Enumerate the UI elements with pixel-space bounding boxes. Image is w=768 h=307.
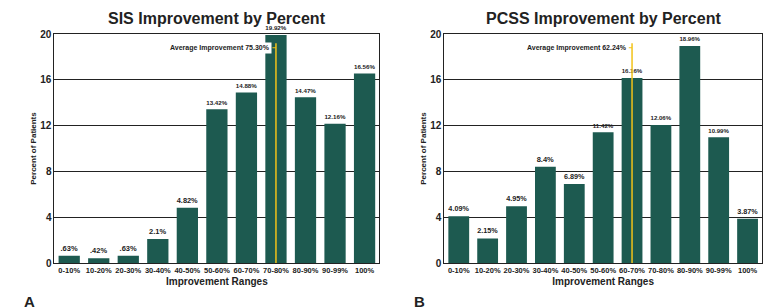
svg-text:20-30%: 20-30% — [115, 266, 141, 275]
svg-text:90-99%: 90-99% — [706, 266, 732, 275]
svg-text:Improvement Ranges: Improvement Ranges — [552, 276, 654, 287]
svg-text:.42%: .42% — [90, 246, 107, 255]
svg-text:16.16%: 16.16% — [622, 68, 643, 74]
svg-text:12.16%: 12.16% — [324, 113, 345, 120]
svg-text:20: 20 — [40, 29, 52, 40]
svg-text:100%: 100% — [738, 266, 758, 275]
svg-text:10-20%: 10-20% — [475, 266, 501, 275]
svg-text:16: 16 — [40, 74, 52, 85]
svg-text:4.09%: 4.09% — [448, 204, 469, 213]
svg-text:8: 8 — [46, 166, 52, 177]
svg-text:SIS Improvement by Percent: SIS Improvement by Percent — [108, 10, 326, 27]
svg-text:2.1%: 2.1% — [149, 227, 166, 236]
svg-text:16.56%: 16.56% — [354, 63, 375, 70]
svg-text:16: 16 — [430, 74, 442, 85]
svg-text:20: 20 — [430, 29, 442, 40]
svg-text:4.95%: 4.95% — [506, 194, 527, 203]
svg-text:50-60%: 50-60% — [204, 266, 230, 275]
svg-text:0: 0 — [436, 258, 442, 269]
svg-text:0-10%: 0-10% — [58, 266, 80, 275]
svg-text:60-70%: 60-70% — [619, 266, 645, 275]
svg-text:14.88%: 14.88% — [236, 82, 257, 89]
svg-text:4: 4 — [436, 212, 442, 223]
svg-text:Improvement Ranges: Improvement Ranges — [166, 276, 268, 287]
svg-text:70-80%: 70-80% — [263, 266, 289, 275]
svg-text:100%: 100% — [355, 266, 375, 275]
svg-text:12.06%: 12.06% — [651, 115, 672, 121]
svg-text:60-70%: 60-70% — [234, 266, 260, 275]
svg-text:10-20%: 10-20% — [86, 266, 112, 275]
svg-text:12: 12 — [40, 120, 52, 131]
svg-text:12: 12 — [430, 120, 442, 131]
svg-text:.63%: .63% — [60, 244, 77, 253]
svg-text:80-90%: 80-90% — [677, 266, 703, 275]
svg-text:4.82%: 4.82% — [177, 196, 198, 205]
svg-text:Percent of Patients: Percent of Patients — [29, 112, 38, 185]
svg-text:18.96%: 18.96% — [679, 36, 700, 42]
svg-text:.63%: .63% — [120, 244, 137, 253]
svg-text:30-40%: 30-40% — [145, 266, 171, 275]
svg-text:10.99%: 10.99% — [708, 128, 729, 134]
svg-text:3.87%: 3.87% — [737, 207, 758, 216]
svg-text:B: B — [414, 293, 425, 307]
svg-text:0-10%: 0-10% — [448, 266, 470, 275]
svg-text:Average Improvement 62.24%: Average Improvement 62.24% — [527, 44, 627, 52]
svg-text:A: A — [24, 293, 35, 307]
svg-text:70-80%: 70-80% — [648, 266, 674, 275]
svg-text:50-60%: 50-60% — [590, 266, 616, 275]
svg-text:14.47%: 14.47% — [295, 87, 316, 94]
svg-text:8: 8 — [436, 166, 442, 177]
svg-text:20-30%: 20-30% — [504, 266, 530, 275]
svg-text:11.42%: 11.42% — [593, 122, 614, 129]
svg-text:PCSS Improvement by Percent: PCSS Improvement by Percent — [486, 10, 721, 27]
svg-text:40-50%: 40-50% — [561, 266, 587, 275]
svg-text:0: 0 — [46, 258, 52, 269]
svg-text:19.92%: 19.92% — [265, 24, 286, 31]
svg-text:Average Improvement 75.30%: Average Improvement 75.30% — [170, 44, 270, 52]
svg-text:40-50%: 40-50% — [174, 266, 200, 275]
svg-text:4: 4 — [46, 212, 52, 223]
svg-text:90-99%: 90-99% — [322, 266, 348, 275]
svg-text:30-40%: 30-40% — [532, 266, 558, 275]
svg-text:13.42%: 13.42% — [206, 99, 227, 106]
svg-text:80-90%: 80-90% — [293, 266, 319, 275]
svg-text:Percent of Patients: Percent of Patients — [419, 112, 428, 185]
svg-text:8.4%: 8.4% — [537, 155, 554, 164]
svg-text:2.15%: 2.15% — [477, 226, 498, 235]
svg-text:6.89%: 6.89% — [564, 172, 585, 181]
